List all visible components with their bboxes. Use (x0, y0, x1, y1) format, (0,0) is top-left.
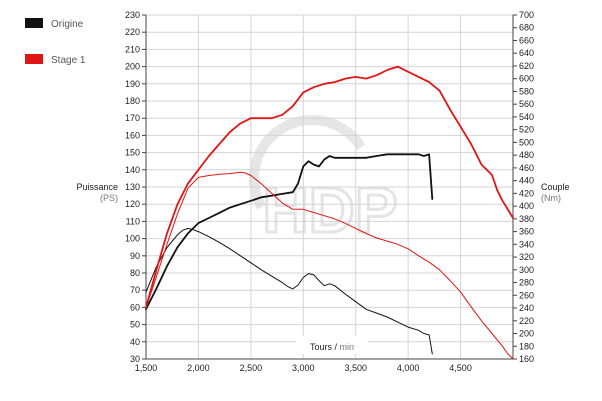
right-tick-label: 700 (519, 10, 534, 20)
left-tick-label: 60 (130, 302, 140, 312)
left-tick-label: 80 (130, 268, 140, 278)
right-tick-label: 500 (519, 137, 534, 147)
right-axis-unit: (Nm) (541, 193, 561, 203)
stage-1-power-line (145, 65, 514, 309)
right-tick-label: 320 (519, 252, 534, 262)
left-tick-label: 50 (130, 320, 140, 330)
left-tick-label: 130 (125, 182, 140, 192)
right-tick-label: 660 (519, 35, 534, 45)
right-tick-label: 680 (519, 23, 534, 33)
right-tick-label: 540 (519, 112, 534, 122)
left-tick-label: 70 (130, 285, 140, 295)
left-tick-label: 160 (125, 130, 140, 140)
x-axis-title: Tours / min (310, 342, 354, 352)
left-tick-label: 40 (130, 337, 140, 347)
right-tick-label: 580 (519, 86, 534, 96)
right-tick-label: 640 (519, 48, 534, 58)
left-tick-label: 140 (125, 165, 140, 175)
right-tick-label: 200 (519, 329, 534, 339)
left-axis-unit: (PS) (100, 193, 118, 203)
right-tick-label: 360 (519, 227, 534, 237)
x-axis-ticks: 1,500 2,000 2,500 3,000 3,500 4,000 4,500 (135, 363, 472, 373)
right-tick-label: 520 (519, 125, 534, 135)
origine-torque-line (145, 227, 433, 355)
legend-label-stage-1: Stage 1 (51, 55, 86, 66)
x-tick-label: 2,500 (240, 363, 263, 373)
right-axis-ticks: 160 180 200 220 240 260 280 300 320 340 360 380 400 4… (513, 10, 534, 364)
right-tick-label: 260 (519, 290, 534, 300)
left-tick-label: 200 (125, 62, 140, 72)
left-tick-label: 230 (125, 10, 140, 20)
right-tick-label: 400 (519, 201, 534, 211)
x-tick-label: 4,500 (449, 363, 472, 373)
left-tick-label: 180 (125, 96, 140, 106)
chart-series (145, 65, 514, 360)
right-tick-label: 560 (519, 99, 534, 109)
legend-label-origine: Origine (51, 19, 84, 30)
right-tick-label: 160 (519, 354, 534, 364)
watermark-text: HDP (262, 174, 397, 246)
right-tick-label: 240 (519, 303, 534, 313)
left-tick-label: 110 (126, 216, 140, 226)
x-tick-label: 3,000 (292, 363, 315, 373)
x-axis-title-background (296, 336, 368, 354)
left-tick-label: 90 (130, 251, 140, 261)
right-tick-label: 440 (519, 176, 534, 186)
origine-power-line (145, 153, 434, 311)
right-tick-label: 180 (519, 341, 534, 351)
left-axis-ticks: 30 40 50 60 70 80 90 100 110 120 130 140 150 160 170 18… (125, 10, 146, 364)
chart-grid (146, 14, 513, 360)
legend-swatch-origine (25, 18, 43, 28)
hdp-watermark-logo: HDP (249, 115, 399, 248)
left-tick-label: 100 (125, 234, 140, 244)
left-axis-title: Puissance (76, 182, 118, 192)
right-tick-label: 420 (519, 188, 534, 198)
left-tick-label: 120 (125, 199, 140, 209)
left-tick-label: 220 (125, 27, 140, 37)
left-tick-label: 190 (125, 79, 140, 89)
right-tick-label: 460 (519, 163, 534, 173)
left-tick-label: 170 (125, 113, 140, 123)
right-tick-label: 340 (519, 239, 534, 249)
legend-swatch-stage-1 (25, 54, 43, 64)
stage-1-torque-line (145, 171, 514, 360)
right-tick-label: 220 (519, 316, 534, 326)
right-tick-label: 480 (519, 150, 534, 160)
left-tick-label: 210 (125, 44, 140, 54)
x-tick-label: 2,000 (187, 363, 210, 373)
legend: Origine Stage 1 (25, 18, 86, 66)
right-tick-label: 380 (519, 214, 534, 224)
right-tick-label: 280 (519, 278, 534, 288)
right-tick-label: 300 (519, 265, 534, 275)
x-tick-label: 1,500 (135, 363, 158, 373)
right-axis-title: Couple (541, 182, 570, 192)
x-tick-label: 4,000 (397, 363, 420, 373)
right-tick-label: 600 (519, 74, 534, 84)
x-tick-label: 3,500 (344, 363, 367, 373)
left-tick-label: 150 (125, 148, 140, 158)
right-tick-label: 620 (519, 61, 534, 71)
left-tick-label: 30 (130, 354, 140, 364)
